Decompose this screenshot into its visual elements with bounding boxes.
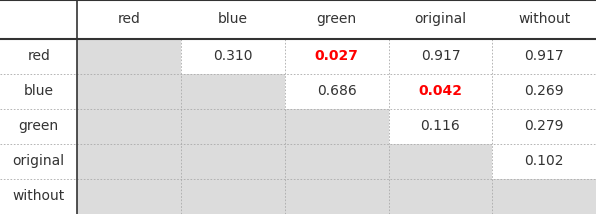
Bar: [389, 179, 492, 214]
Bar: [181, 74, 285, 109]
Text: green: green: [18, 119, 59, 133]
Text: blue: blue: [24, 84, 54, 98]
Text: without: without: [13, 189, 65, 204]
Text: 0.279: 0.279: [524, 119, 564, 133]
Text: without: without: [518, 12, 570, 26]
Text: 0.917: 0.917: [524, 49, 564, 63]
Text: blue: blue: [218, 12, 248, 26]
Text: red: red: [27, 49, 50, 63]
Text: 0.310: 0.310: [213, 49, 253, 63]
Bar: [285, 109, 389, 144]
Text: 0.269: 0.269: [524, 84, 564, 98]
Bar: [285, 179, 389, 214]
Bar: [77, 179, 181, 214]
Bar: [181, 109, 285, 144]
Text: 0.116: 0.116: [421, 119, 460, 133]
Bar: [77, 144, 181, 179]
Text: red: red: [118, 12, 141, 26]
Bar: [389, 144, 492, 179]
Bar: [77, 39, 181, 74]
Text: original: original: [13, 154, 65, 168]
Bar: [181, 144, 285, 179]
Text: original: original: [414, 12, 467, 26]
Bar: [285, 144, 389, 179]
Text: 0.027: 0.027: [315, 49, 359, 63]
Text: green: green: [316, 12, 357, 26]
Bar: [77, 109, 181, 144]
Text: 0.042: 0.042: [418, 84, 462, 98]
Text: 0.686: 0.686: [317, 84, 356, 98]
Bar: [492, 179, 596, 214]
Bar: [181, 179, 285, 214]
Bar: [77, 74, 181, 109]
Text: 0.102: 0.102: [524, 154, 564, 168]
Text: 0.917: 0.917: [421, 49, 460, 63]
